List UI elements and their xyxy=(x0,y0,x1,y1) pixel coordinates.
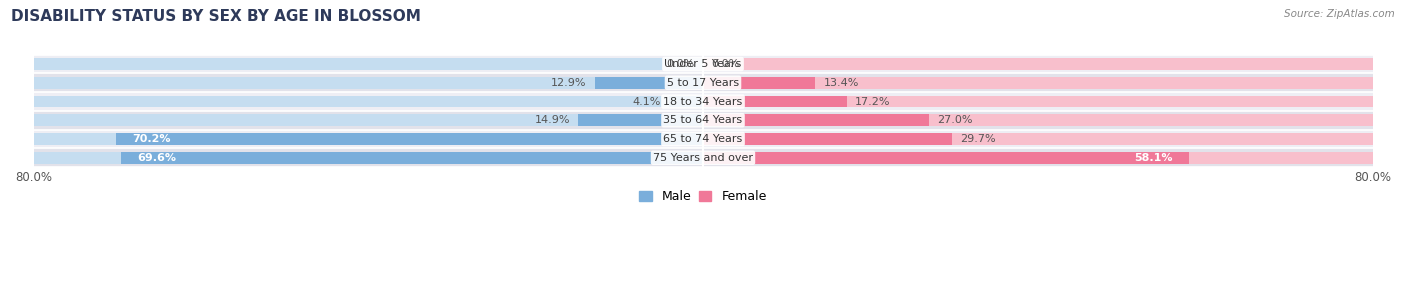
Bar xyxy=(669,96,703,107)
Text: 5 to 17 Years: 5 to 17 Years xyxy=(666,78,740,88)
Text: 14.9%: 14.9% xyxy=(534,115,569,125)
Bar xyxy=(703,114,929,126)
Text: 58.1%: 58.1% xyxy=(1135,153,1173,163)
Bar xyxy=(34,74,1372,92)
Bar xyxy=(34,58,703,70)
Bar xyxy=(34,55,1372,74)
Bar xyxy=(34,114,703,126)
Bar xyxy=(595,77,703,88)
Bar xyxy=(115,133,703,145)
Bar xyxy=(34,96,703,107)
Text: 27.0%: 27.0% xyxy=(938,115,973,125)
Bar xyxy=(34,130,1372,148)
Text: DISABILITY STATUS BY SEX BY AGE IN BLOSSOM: DISABILITY STATUS BY SEX BY AGE IN BLOSS… xyxy=(11,9,422,24)
Bar xyxy=(703,77,1372,88)
Bar xyxy=(34,148,1372,167)
Text: 75 Years and over: 75 Years and over xyxy=(652,153,754,163)
Text: 18 to 34 Years: 18 to 34 Years xyxy=(664,96,742,106)
Bar xyxy=(121,152,703,163)
Bar xyxy=(703,133,952,145)
Text: 0.0%: 0.0% xyxy=(666,59,695,69)
Bar xyxy=(703,96,846,107)
Bar xyxy=(578,114,703,126)
Bar xyxy=(703,96,1372,107)
Text: Under 5 Years: Under 5 Years xyxy=(665,59,741,69)
Bar xyxy=(34,77,703,88)
Text: 0.0%: 0.0% xyxy=(711,59,740,69)
Bar xyxy=(34,152,703,163)
Bar xyxy=(703,133,1372,145)
Text: 17.2%: 17.2% xyxy=(855,96,891,106)
Bar xyxy=(34,111,1372,130)
Bar xyxy=(703,77,815,88)
Bar xyxy=(703,114,1372,126)
Text: 65 to 74 Years: 65 to 74 Years xyxy=(664,134,742,144)
Bar xyxy=(703,58,1372,70)
Text: 70.2%: 70.2% xyxy=(132,134,170,144)
Bar xyxy=(34,92,1372,111)
Bar xyxy=(34,133,703,145)
Text: 12.9%: 12.9% xyxy=(551,78,586,88)
Text: 4.1%: 4.1% xyxy=(631,96,661,106)
Text: 13.4%: 13.4% xyxy=(824,78,859,88)
Text: 69.6%: 69.6% xyxy=(138,153,176,163)
Text: 29.7%: 29.7% xyxy=(960,134,995,144)
Bar xyxy=(703,152,1372,163)
Legend: Male, Female: Male, Female xyxy=(634,185,772,208)
Text: Source: ZipAtlas.com: Source: ZipAtlas.com xyxy=(1284,9,1395,19)
Bar xyxy=(703,152,1189,163)
Text: 35 to 64 Years: 35 to 64 Years xyxy=(664,115,742,125)
